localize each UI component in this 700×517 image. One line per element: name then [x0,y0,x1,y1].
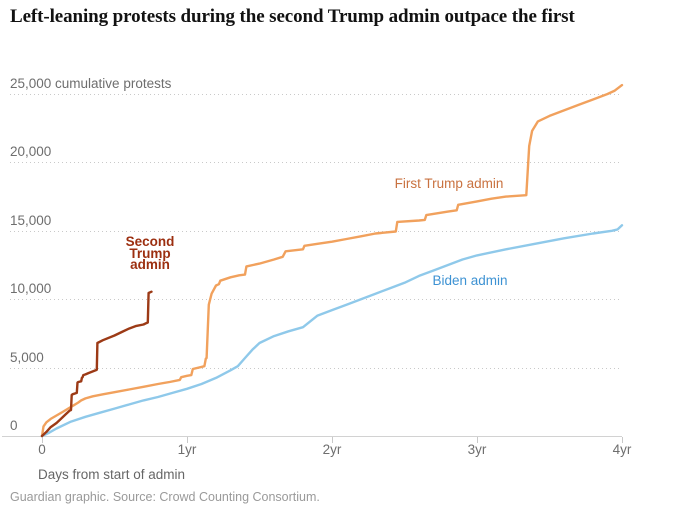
y-axis-tick-label: 15,000 [10,212,52,228]
source-credit: Guardian graphic. Source: Crowd Counting… [10,490,320,504]
line-second-trump-admin [40,290,153,438]
series-label-first-trump-admin: First Trump admin [394,176,504,191]
line-biden-admin [40,224,624,438]
y-axis-tick-label: 25,000 cumulative protests [10,76,172,91]
y-axis-tick-label: 5,000 [10,349,44,365]
x-axis-tick-label: 3yr [467,442,487,457]
series-label-second-trump-admin: Second Trump admin [125,234,175,272]
line-first-trump-admin [40,83,624,438]
x-axis-title: Days from start of admin [38,467,186,482]
y-axis-tick-label: 0 [10,418,18,433]
x-axis-tick-label: 0 [38,442,46,457]
y-axis-tick-label: 10,000 [10,281,52,297]
x-axis-tick-label: 4yr [612,442,632,457]
x-axis-tick-label: 1yr [177,442,197,457]
y-axis-tick-label: 20,000 [10,144,52,160]
chart-title: Left-leaning protests during the second … [10,6,575,27]
x-axis-tick-label: 2yr [322,442,342,457]
series-label-biden-admin: Biden admin [432,273,508,288]
